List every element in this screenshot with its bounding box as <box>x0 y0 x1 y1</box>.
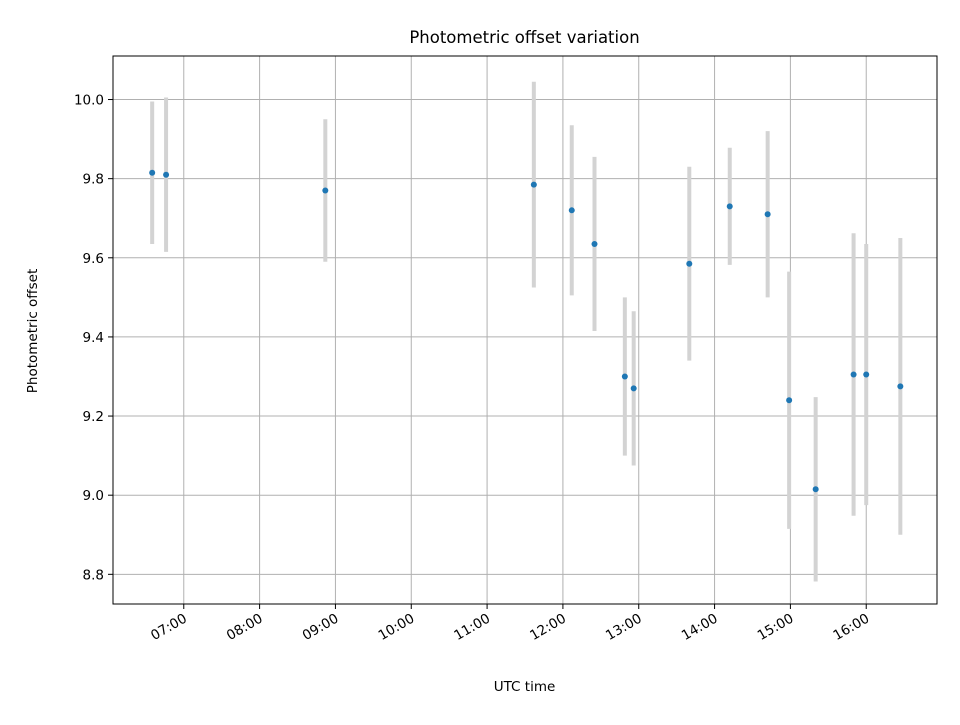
data-point <box>568 207 575 214</box>
data-point <box>726 203 733 210</box>
data-point <box>149 169 156 176</box>
data-point <box>322 187 329 194</box>
y-tick-label: 9.6 <box>83 251 104 267</box>
data-point <box>786 397 793 404</box>
data-point <box>897 383 904 390</box>
data-point <box>530 181 537 188</box>
y-tick-label: 9.0 <box>83 488 104 504</box>
y-tick-label: 10.0 <box>74 93 104 109</box>
data-point <box>621 373 628 380</box>
data-point <box>863 371 870 378</box>
y-tick-label: 9.2 <box>83 409 104 425</box>
data-point <box>630 385 637 392</box>
data-point <box>163 171 170 178</box>
data-points <box>149 169 904 493</box>
data-point <box>686 260 693 267</box>
x-axis-label: UTC time <box>494 679 556 695</box>
data-point <box>591 240 598 247</box>
y-axis-label: Photometric offset <box>25 269 41 393</box>
data-point <box>850 371 857 378</box>
y-tick-label: 9.4 <box>83 330 104 346</box>
data-point <box>812 486 819 493</box>
plot-area-frame <box>112 55 938 605</box>
grid-lines <box>113 56 937 604</box>
data-point <box>764 211 771 218</box>
y-tick-label: 9.8 <box>83 172 104 188</box>
chart-title: Photometric offset variation <box>409 28 639 47</box>
y-tick-label: 8.8 <box>83 567 104 583</box>
